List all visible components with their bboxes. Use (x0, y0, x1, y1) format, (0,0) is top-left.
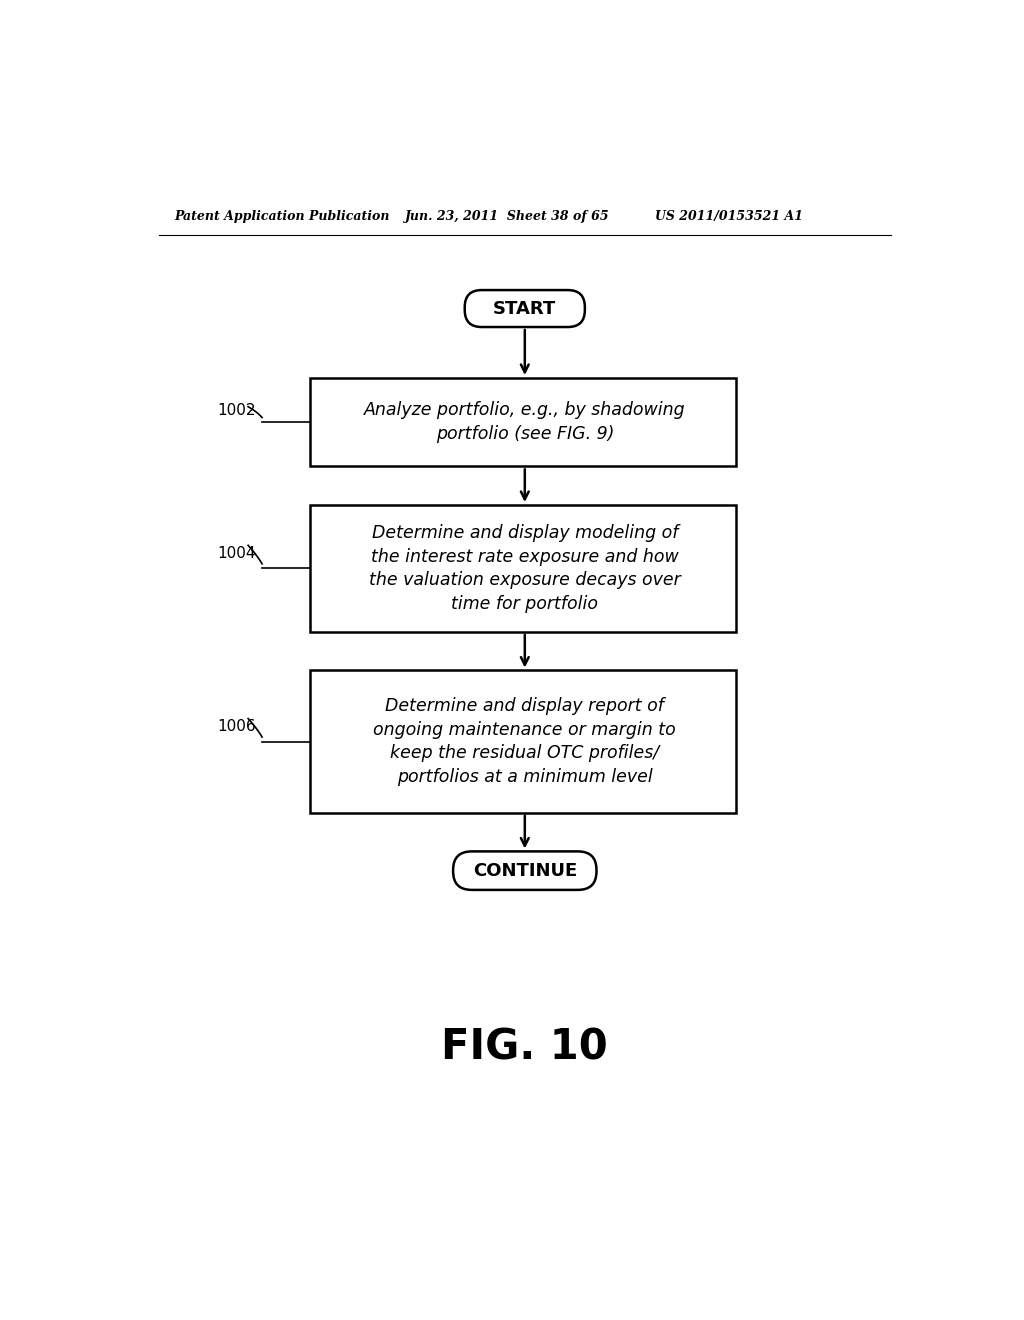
Text: 1006: 1006 (217, 719, 256, 734)
Text: Jun. 23, 2011  Sheet 38 of 65: Jun. 23, 2011 Sheet 38 of 65 (406, 210, 610, 223)
Text: Patent Application Publication: Patent Application Publication (174, 210, 390, 223)
FancyBboxPatch shape (310, 506, 736, 632)
Text: 1002: 1002 (217, 403, 256, 418)
Text: CONTINUE: CONTINUE (473, 862, 577, 879)
FancyBboxPatch shape (465, 290, 585, 327)
Text: FIG. 10: FIG. 10 (441, 1027, 608, 1069)
Text: 1004: 1004 (217, 545, 256, 561)
Text: START: START (494, 300, 556, 318)
Text: Determine and display report of
ongoing maintenance or margin to
keep the residu: Determine and display report of ongoing … (374, 697, 676, 787)
Text: Determine and display modeling of
the interest rate exposure and how
the valuati: Determine and display modeling of the in… (369, 524, 681, 612)
Text: US 2011/0153521 A1: US 2011/0153521 A1 (655, 210, 803, 223)
Text: Analyze portfolio, e.g., by shadowing
portfolio (see FIG. 9): Analyze portfolio, e.g., by shadowing po… (364, 401, 686, 444)
FancyBboxPatch shape (453, 851, 597, 890)
FancyBboxPatch shape (310, 378, 736, 466)
FancyBboxPatch shape (310, 671, 736, 813)
